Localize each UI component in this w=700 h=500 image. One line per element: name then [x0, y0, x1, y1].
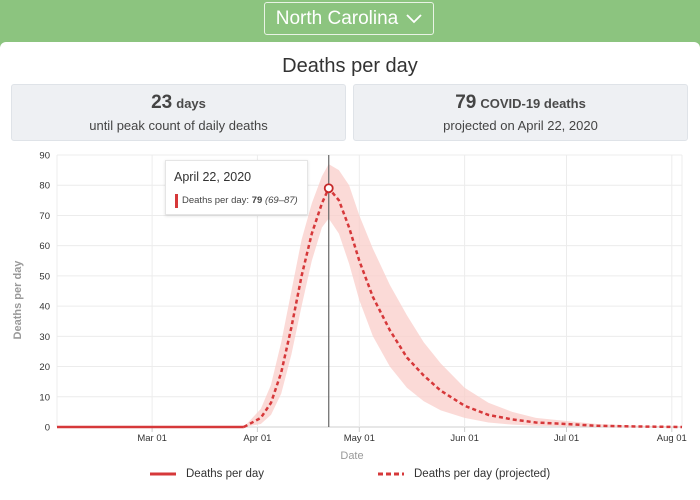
x-tick-label: Aug 01	[657, 433, 687, 444]
peak-days-caption: until peak count of daily deaths	[89, 118, 268, 133]
x-tick-label: Jul 01	[554, 433, 579, 444]
x-tick-label: Jun 01	[450, 433, 479, 444]
y-tick-label: 0	[45, 423, 50, 434]
legend-item-actual[interactable]: Deaths per day	[150, 468, 264, 480]
tooltip-range: (69–87)	[264, 195, 298, 206]
state-select-label: North Carolina	[275, 7, 399, 29]
tooltip-label: Deaths per day:	[182, 195, 250, 206]
peak-deaths-box: 79 COVID-19 deaths projected on April 22,…	[353, 84, 688, 141]
tooltip-row: Deaths per day: 79 (69–87)	[182, 195, 298, 206]
x-axis-ticks: Mar 01 Apr 01 May 01 Jun 01 Jul 01 Aug 01	[137, 433, 687, 444]
y-tick-label: 30	[39, 332, 50, 343]
peak-days-box: 23 days until peak count of daily deaths	[11, 84, 346, 141]
y-tick-label: 20	[39, 362, 50, 373]
x-tick-label: Mar 01	[137, 433, 167, 444]
y-tick-label: 90	[39, 151, 50, 162]
peak-deaths-caption: projected on April 22, 2020	[443, 118, 598, 133]
peak-marker[interactable]	[323, 183, 334, 194]
y-axis-label: Deaths per day	[12, 260, 24, 340]
y-tick-label: 40	[39, 302, 50, 313]
tooltip-date: April 22, 2020	[174, 170, 252, 184]
y-tick-label: 60	[39, 241, 50, 252]
state-select[interactable]: North Carolina	[264, 2, 434, 35]
tooltip-value: 79	[251, 195, 263, 206]
tooltip: April 22, 2020 Deaths per day: 79 (69–87…	[165, 160, 308, 215]
x-tick-label: Apr 01	[243, 433, 271, 444]
chevron-down-icon	[406, 13, 422, 23]
peak-deaths-unit: COVID-19 deaths	[480, 96, 586, 111]
top-bar: North Carolina	[0, 0, 700, 42]
legend-solid-swatch	[150, 472, 176, 476]
series-lines	[57, 186, 683, 429]
series-line-projected	[243, 186, 683, 429]
x-axis-label: Date	[340, 450, 363, 462]
confidence-band	[243, 164, 683, 427]
peak-deaths-number: 79	[455, 92, 477, 113]
x-tick-label: May 01	[344, 433, 375, 444]
y-axis-ticks: 0 10 20 30 40 50 60 70 80 90	[39, 151, 50, 434]
peak-days-unit: days	[176, 96, 206, 111]
legend-label-projected: Deaths per day (projected)	[414, 468, 551, 480]
legend-item-projected[interactable]: Deaths per day (projected)	[378, 468, 550, 480]
tooltip-color-marker	[175, 194, 178, 208]
legend-label-actual: Deaths per day	[186, 468, 264, 480]
peak-days-number: 23	[151, 92, 173, 113]
legend-dashed-swatch	[378, 472, 404, 476]
card-title: Deaths per day	[282, 55, 418, 77]
y-tick-label: 50	[39, 271, 50, 282]
y-tick-label: 80	[39, 181, 50, 192]
y-tick-label: 10	[39, 392, 50, 403]
y-tick-label: 70	[39, 211, 50, 222]
